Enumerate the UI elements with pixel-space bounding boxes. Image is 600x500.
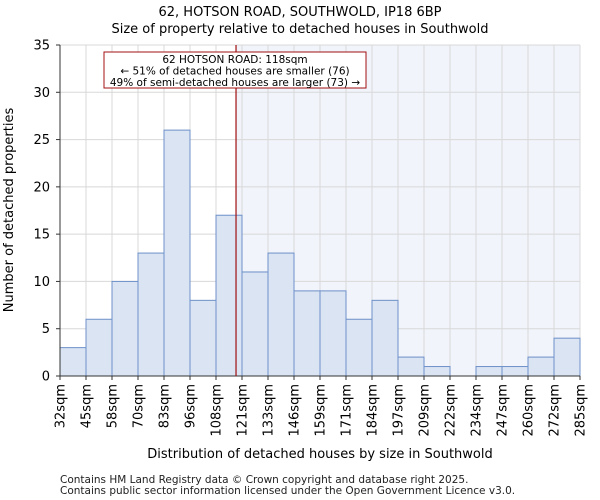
bar-108sqm [215,214,243,377]
bar-133sqm [267,252,295,377]
x-tick-label: 260sqm [522,384,537,437]
annotation-line-3: 49% of semi-detached houses are larger (… [110,77,361,89]
bar-45sqm [85,318,113,377]
x-tick-label: 209sqm [418,384,433,437]
chart-subtitle: Size of property relative to detached ho… [111,22,488,37]
bar-96sqm [189,299,217,377]
x-tick-label: 146sqm [288,384,303,437]
bar-184sqm [371,299,399,377]
x-tick-label: 70sqm [132,384,147,428]
x-tick-label: 222sqm [444,384,459,437]
bar-70sqm [137,252,165,377]
y-tick-label: 15 [33,228,50,243]
bar-159sqm [319,290,347,377]
y-axis-label: Number of detached properties [2,108,17,313]
annotation-line-1: 62 HOTSON ROAD: 118sqm [162,54,307,66]
y-tick-labels: 0 5 10 15 20 25 30 35 [33,39,60,385]
x-tick-label: 197sqm [392,384,407,437]
x-tick-label: 83sqm [158,384,173,428]
bar-32sqm [59,347,87,377]
bar-58sqm [111,280,139,377]
x-tick-label: 45sqm [80,384,95,428]
y-tick-label: 10 [33,275,50,290]
x-tick-label: 247sqm [496,384,511,437]
chart-title: 62, HOTSON ROAD, SOUTHWOLD, IP18 6BP [159,5,442,20]
x-tick-label: 159sqm [314,384,329,437]
footer-copyright: Contains HM Land Registry data © Crown c… [60,474,469,486]
x-tick-label: 234sqm [470,384,485,437]
y-tick-label: 30 [33,86,50,101]
x-tick-label: 96sqm [184,384,199,428]
bar-83sqm [163,129,191,377]
bar-197sqm [397,356,425,377]
y-tick-label: 5 [42,322,50,337]
y-tick-label: 35 [33,39,50,54]
x-tick-label: 121sqm [236,384,251,437]
y-tick-label: 25 [33,133,50,148]
y-tick-label: 0 [42,370,50,385]
bar-171sqm [345,318,373,377]
bar-121sqm [241,271,269,377]
x-tick-label: 285sqm [574,384,589,437]
x-tick-labels: 32sqm 45sqm 58sqm 70sqm 83sqm 96sqm 108sqm 121s… [54,376,589,437]
x-tick-label: 58sqm [106,384,121,428]
x-tick-label: 133sqm [262,384,277,437]
x-axis-label: Distribution of detached houses by size … [147,447,492,462]
footer-licence: Contains public sector information licen… [60,485,516,497]
bar-260sqm [527,356,555,377]
x-tick-label: 32sqm [54,384,69,428]
x-tick-label: 272sqm [548,384,563,437]
x-tick-label: 184sqm [366,384,381,437]
bar-209sqm [423,366,451,377]
x-tick-label: 108sqm [210,384,225,437]
bar-146sqm [293,290,321,377]
bar-series [59,129,581,377]
bar-247sqm [501,366,529,377]
bar-272sqm [553,337,581,377]
x-tick-label: 171sqm [340,384,355,437]
y-tick-label: 20 [33,180,50,195]
bar-234sqm [475,366,503,377]
annotation-line-2: ← 51% of detached houses are smaller (76… [120,66,349,78]
annotation-box [103,51,367,89]
